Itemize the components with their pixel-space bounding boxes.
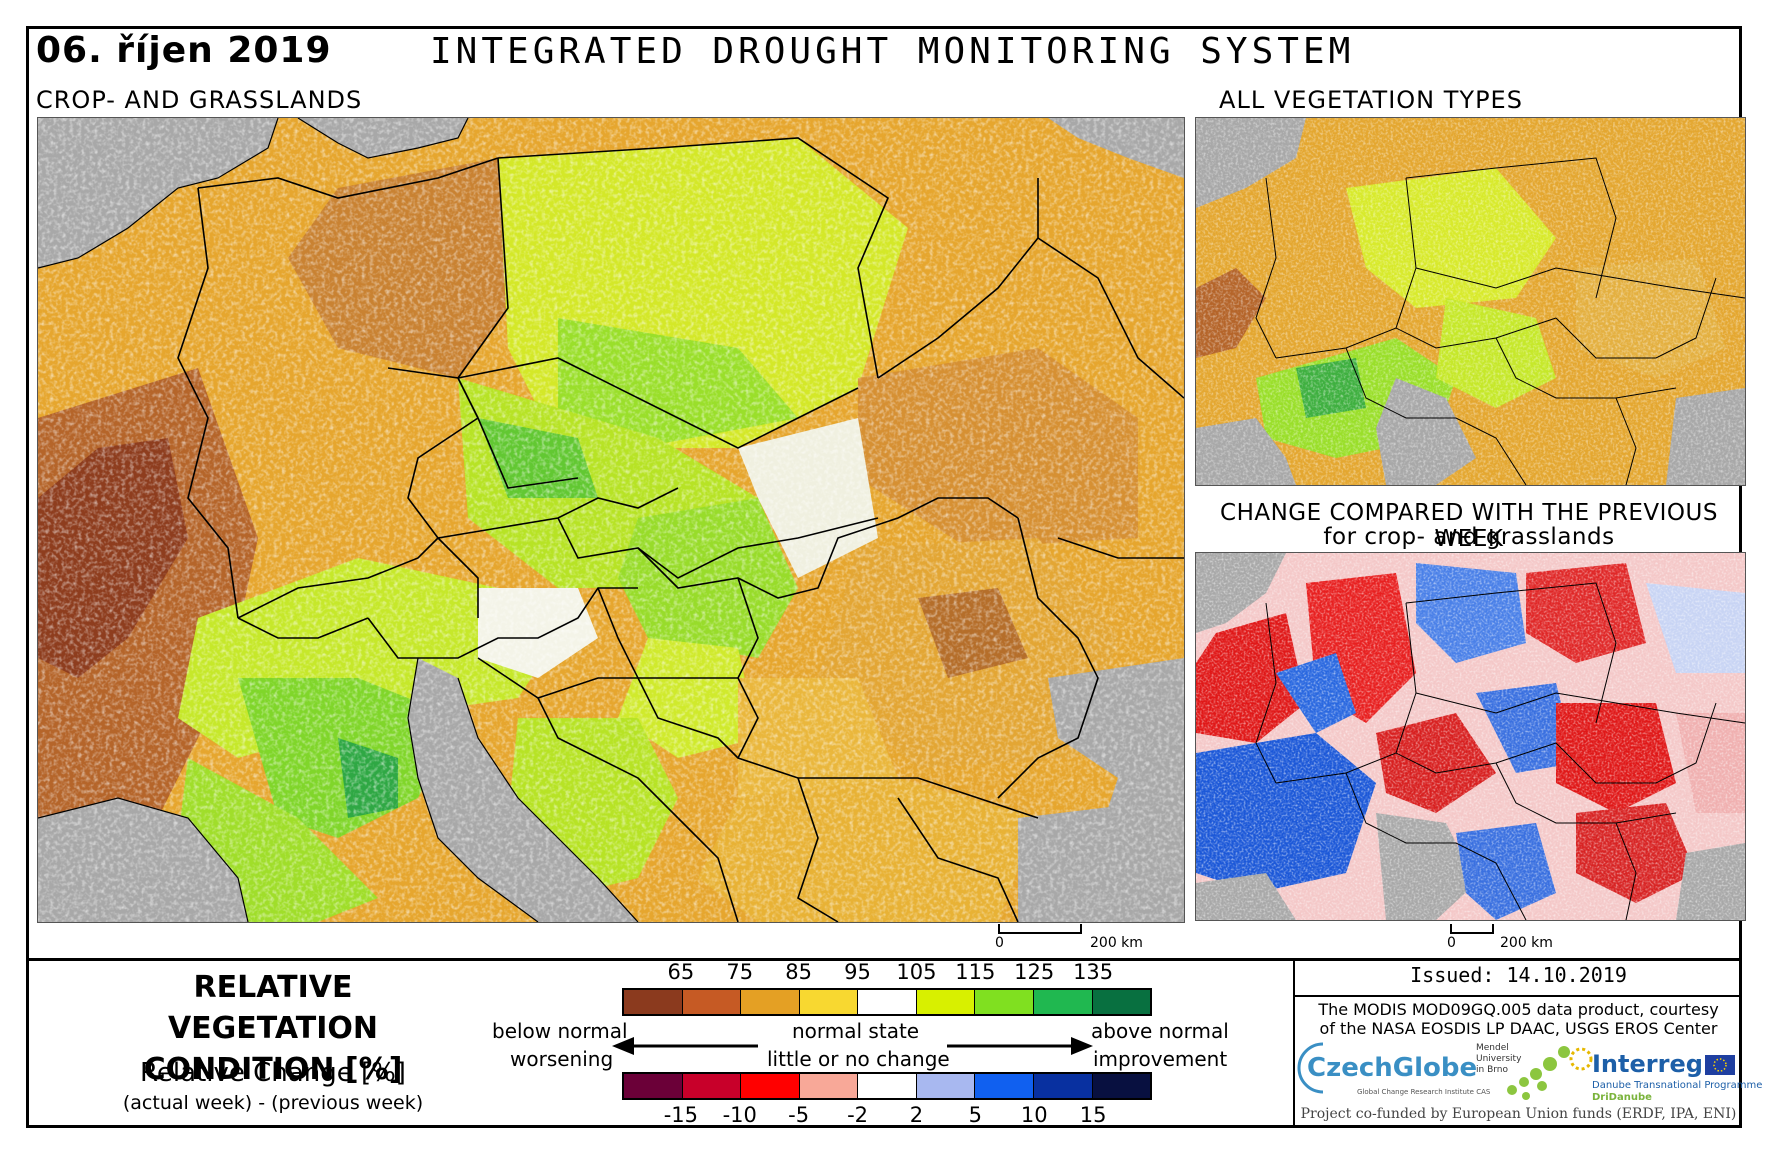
main-scale-zero: 0 bbox=[995, 935, 1004, 951]
change-map-subtitle-2: for crop- and grasslands bbox=[1323, 524, 1615, 550]
above-normal-label: above normal bbox=[1091, 1019, 1229, 1043]
condition-tick-label: 95 bbox=[844, 960, 871, 984]
change-previous-week-map bbox=[1195, 552, 1746, 921]
main-scale-bar bbox=[998, 924, 1082, 934]
change-swatch bbox=[916, 1074, 976, 1098]
main-map-crop-grasslands bbox=[37, 117, 1185, 923]
condition-swatch bbox=[799, 990, 859, 1014]
change-swatch bbox=[858, 1074, 917, 1098]
small-scale-label: 200 km bbox=[1500, 935, 1553, 951]
main-scale-label: 200 km bbox=[1090, 935, 1143, 951]
condition-tick-label: 115 bbox=[955, 960, 996, 984]
legend-separator bbox=[26, 958, 1742, 961]
czechglobe-logo-icon bbox=[1297, 1042, 1324, 1094]
change-swatch bbox=[1033, 1074, 1093, 1098]
legend-title-line-2: CONDITION [%] bbox=[143, 1052, 403, 1087]
change-tick-label: -5 bbox=[788, 1103, 810, 1127]
all-vegetation-canvas bbox=[1196, 118, 1745, 485]
eu-flag-icon bbox=[1705, 1055, 1735, 1075]
small-scale-bar bbox=[1450, 924, 1494, 934]
interreg-logo-sub: Danube Transnational Programme DriDanube bbox=[1592, 1080, 1762, 1104]
condition-tick-label: 65 bbox=[667, 960, 695, 984]
condition-swatch bbox=[1033, 990, 1093, 1014]
legend-title: RELATIVE VEGETATION CONDITION [%] bbox=[88, 967, 458, 1090]
courtesy-line-2: of the NASA EOSDIS LP DAAC, USGS EROS Ce… bbox=[1319, 1019, 1718, 1038]
change-tick-label: -10 bbox=[722, 1103, 757, 1127]
improvement-label: improvement bbox=[1093, 1047, 1228, 1071]
main-map-subtitle: CROP- AND GRASSLANDS bbox=[36, 86, 363, 114]
all-vegetation-map bbox=[1195, 117, 1746, 486]
condition-swatch bbox=[624, 990, 683, 1014]
change-map-subtitle: CHANGE COMPARED WITH THE PREVIOUS WEEK bbox=[1220, 500, 1718, 552]
page-title: INTEGRATED DROUGHT MONITORING SYSTEM bbox=[430, 31, 1355, 72]
change-tick-label: 10 bbox=[1020, 1103, 1048, 1127]
interreg-star-icon bbox=[1569, 1047, 1593, 1071]
interreg-logo: Interreg bbox=[1592, 1050, 1703, 1078]
issued-date: Issued: 14.10.2019 bbox=[1410, 963, 1627, 987]
condition-swatch bbox=[1092, 990, 1151, 1014]
main-map-canvas bbox=[38, 118, 1184, 922]
change-colorbar bbox=[622, 1072, 1152, 1100]
normal-state-label: normal state bbox=[792, 1019, 920, 1043]
condition-swatch bbox=[682, 990, 742, 1014]
right-arrow-icon bbox=[947, 1037, 1093, 1055]
footer-separator bbox=[1293, 961, 1295, 1128]
czechglobe-logo-sub: Global Change Research Institute CAS bbox=[1357, 1088, 1491, 1096]
change-swatch bbox=[624, 1074, 683, 1098]
interreg-sub-line-1: Danube Transnational Programme bbox=[1592, 1080, 1763, 1091]
change-tick-label: -2 bbox=[847, 1103, 869, 1127]
condition-colorbar bbox=[622, 988, 1152, 1016]
change-swatch bbox=[975, 1074, 1034, 1098]
mendel-logo: Mendel University in Brno bbox=[1476, 1043, 1522, 1075]
change-swatch bbox=[1092, 1074, 1151, 1098]
left-arrow-icon bbox=[612, 1037, 758, 1055]
change-swatch bbox=[799, 1074, 859, 1098]
condition-tick-label: 75 bbox=[726, 960, 754, 984]
condition-swatch bbox=[916, 990, 976, 1014]
change-swatch bbox=[741, 1074, 800, 1098]
condition-tick-label: 135 bbox=[1073, 960, 1114, 984]
data-courtesy: The MODIS MOD09GQ.005 data product, cour… bbox=[1295, 1000, 1742, 1038]
change-map-canvas bbox=[1196, 553, 1745, 920]
change-tick-label: 2 bbox=[909, 1103, 924, 1127]
map-date: 06. říjen 2019 bbox=[36, 30, 332, 71]
courtesy-line-1: The MODIS MOD09GQ.005 data product, cour… bbox=[1318, 1000, 1719, 1019]
small-scale-zero: 0 bbox=[1447, 935, 1456, 951]
condition-swatch bbox=[741, 990, 800, 1014]
little-change-label: little or no change bbox=[767, 1047, 950, 1071]
all-vegetation-subtitle: ALL VEGETATION TYPES bbox=[1219, 86, 1523, 114]
worsening-label: worsening bbox=[510, 1047, 614, 1071]
below-normal-label: below normal bbox=[492, 1019, 628, 1043]
condition-tick-label: 85 bbox=[785, 960, 813, 984]
interreg-sub-line-2: DriDanube bbox=[1592, 1092, 1652, 1103]
change-tick-label: -15 bbox=[663, 1103, 699, 1127]
change-tick-label: 15 bbox=[1079, 1103, 1107, 1127]
condition-tick-label: 125 bbox=[1014, 960, 1055, 984]
relative-change-subtitle: (actual week) - (previous week) bbox=[122, 1092, 424, 1114]
relative-change-title: Relative Change [%] bbox=[140, 1058, 406, 1088]
mendel-dots-icon bbox=[1507, 1046, 1570, 1100]
legend-title-line-1: RELATIVE VEGETATION bbox=[167, 970, 379, 1046]
change-tick-label: 5 bbox=[968, 1103, 983, 1127]
condition-tick-label: 105 bbox=[896, 960, 937, 984]
condition-swatch bbox=[858, 990, 917, 1014]
condition-swatch bbox=[975, 990, 1034, 1014]
issued-separator bbox=[1295, 995, 1742, 997]
czechglobe-logo: CzechGlobe bbox=[1307, 1053, 1478, 1083]
eu-cofunding-note: Project co-funded by European Union fund… bbox=[1300, 1106, 1737, 1122]
change-swatch bbox=[682, 1074, 742, 1098]
